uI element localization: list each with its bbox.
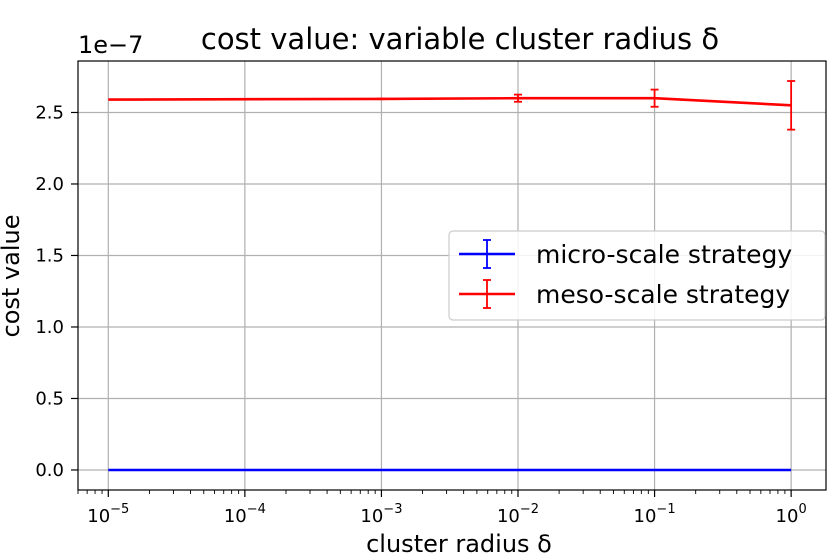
x-tick-label: 10−3 — [360, 502, 402, 527]
y-tick-label: 2.0 — [35, 174, 64, 195]
x-tick-label: 100 — [776, 502, 807, 527]
legend-label: meso-scale strategy — [536, 280, 790, 309]
y-tick-label: 0.5 — [35, 388, 64, 409]
y-offset-label: 1e−7 — [78, 31, 143, 59]
axis-ticks: 10−5 10−4 10−3 10−2 10−1 100 0.0 0.5 1.0 1.5 2.0 2.… — [35, 102, 806, 527]
x-tick-label: 10−2 — [497, 502, 539, 527]
series-line-1 — [108, 96, 792, 107]
chart-title: cost value: variable cluster radius δ — [201, 22, 719, 56]
x-tick-label: 10−1 — [634, 502, 676, 527]
x-axis-label: cluster radius δ — [366, 530, 552, 558]
y-tick-label: 1.0 — [35, 317, 64, 338]
series-layer — [108, 80, 796, 472]
y-tick-label: 1.5 — [35, 245, 64, 266]
x-tick-label: 10−5 — [87, 502, 129, 527]
y-tick-label: 0.0 — [35, 460, 64, 481]
legend: micro-scale strategy meso-scale strategy — [448, 230, 826, 321]
y-tick-label: 2.5 — [35, 102, 64, 123]
legend-box — [448, 230, 826, 321]
plot-frame — [77, 60, 827, 491]
legend-label: micro-scale strategy — [536, 240, 792, 269]
x-tick-label: 10−4 — [224, 502, 266, 527]
y-axis-label: cost value — [0, 215, 25, 338]
